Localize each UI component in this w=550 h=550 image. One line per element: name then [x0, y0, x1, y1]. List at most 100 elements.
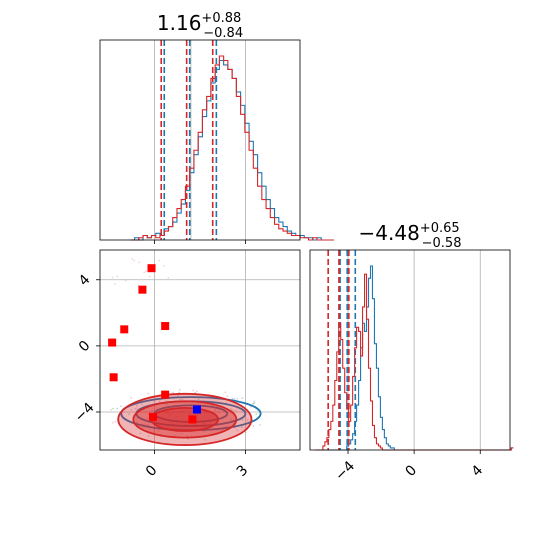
bl-sample-point [230, 408, 233, 411]
bl-sample-point [172, 391, 174, 394]
bl-sample-point [111, 276, 114, 279]
bl-sample-point [135, 421, 138, 424]
bl-sample-point [252, 425, 255, 428]
bl-sample-point [146, 417, 149, 420]
bl-sample-point [158, 400, 161, 403]
bl-sample-point [116, 407, 118, 410]
bl-sample-point [112, 407, 114, 410]
bl-ytick-label-2: −4 [72, 400, 98, 426]
bl-marker-0 [147, 264, 156, 273]
top-histogram-panel: 1.16+0.88 −0.84 [99, 11, 334, 244]
bl-sample-point [236, 429, 239, 432]
bl-sample-point [178, 388, 181, 391]
bl-sample-point [111, 421, 114, 424]
bl-sample-point [147, 435, 150, 438]
bl-sample-point [214, 408, 217, 411]
bl-sample-point [144, 423, 147, 426]
bl-sample-point [240, 426, 243, 429]
bl-sample-point [230, 418, 232, 421]
bl-sample-point [165, 403, 168, 406]
bl-sample-point [233, 398, 236, 401]
bl-ytick-label-1: 0 [76, 338, 94, 356]
top-series-1-step [130, 55, 334, 241]
br-title: −4.48+0.65 −0.58 [359, 221, 462, 251]
br-title-lower: −0.58 [422, 236, 462, 251]
bl-sample-point [167, 276, 170, 279]
bl-sample-point [128, 413, 130, 415]
bl-sample-point [141, 403, 143, 406]
bl-sample-point [156, 407, 159, 410]
bl-sample-point [146, 424, 149, 426]
bl-marker-3 [161, 322, 170, 331]
bl-sample-point [252, 402, 255, 405]
bl-sample-point [158, 259, 161, 262]
bl-sample-point [147, 392, 149, 395]
top-frame [99, 39, 301, 241]
bl-sample-point [235, 409, 238, 412]
bl-sample-point [113, 282, 116, 285]
bl-sample-point [180, 432, 183, 435]
bl-sample-point [217, 412, 220, 415]
br-title-value: −4.48 [359, 221, 420, 245]
bl-marker-2 [120, 325, 129, 334]
bl-sample-point [110, 408, 113, 411]
bl-xtick-label-0: 0 [143, 462, 161, 480]
bl-sample-point [249, 405, 252, 408]
bl-sample-point [255, 413, 258, 415]
bl-sample-point [133, 259, 136, 262]
bl-sample-point [204, 438, 207, 441]
bl-sample-point [130, 397, 133, 399]
bl-marker-9 [192, 405, 201, 414]
bl-marker-6 [161, 390, 170, 399]
bl-sample-point [236, 397, 239, 400]
bl-sample-point [138, 261, 140, 264]
bl-marker-5 [109, 373, 118, 382]
bl-sample-point [245, 431, 247, 433]
bl-sample-point [130, 409, 133, 411]
br-title-upper: +0.65 [420, 221, 460, 236]
bl-sample-point [196, 390, 198, 393]
bl-sample-point [114, 420, 117, 423]
bl-sample-point [131, 258, 134, 260]
top-title-value: 1.16 [157, 11, 202, 35]
bl-sample-point [124, 279, 127, 282]
bl-sample-point [192, 389, 195, 392]
scatter-contour-panel: 0 3 4 0 −4 [72, 249, 301, 480]
bl-sample-point [143, 271, 146, 274]
bl-sample-point [197, 398, 200, 400]
bl-sample-point [194, 391, 197, 394]
bl-sample-point [116, 275, 119, 278]
bl-sample-point [145, 270, 148, 273]
top-title-lower: −0.84 [203, 26, 243, 41]
bl-ytick-label-0: 4 [76, 272, 94, 290]
bl-sample-point [135, 407, 138, 410]
bl-sample-point [181, 398, 184, 401]
bl-sample-point [231, 397, 234, 400]
bl-frame [99, 249, 301, 451]
bl-marker-7 [149, 412, 158, 421]
br-xtick-label-0: −4 [332, 458, 358, 484]
bl-sample-point [224, 391, 227, 394]
bl-contour-1-level-2 [150, 406, 220, 432]
bl-sample-point [226, 395, 229, 398]
bl-sample-point [253, 400, 256, 403]
bl-sample-point [234, 410, 237, 413]
bl-sample-point [157, 430, 160, 433]
bl-sample-point [246, 419, 249, 422]
bl-sample-point [151, 410, 153, 412]
bl-sample-point [139, 432, 142, 435]
bl-marker-1 [138, 285, 147, 294]
bl-sample-point [225, 425, 228, 428]
br-xtick-label-1: 0 [402, 462, 420, 480]
bl-sample-point [148, 275, 151, 278]
bl-xtick-label-1: 3 [234, 462, 252, 480]
bl-sample-point [258, 424, 261, 426]
bl-sample-point [163, 265, 166, 267]
bl-sample-point [177, 394, 179, 397]
br-frame [309, 249, 511, 451]
bl-sample-point [179, 398, 182, 401]
bl-sample-point [120, 405, 122, 408]
bl-sample-point [203, 430, 206, 433]
right-histogram-panel: −4 0 4 −4.48+0.65 −0.58 [309, 221, 514, 484]
